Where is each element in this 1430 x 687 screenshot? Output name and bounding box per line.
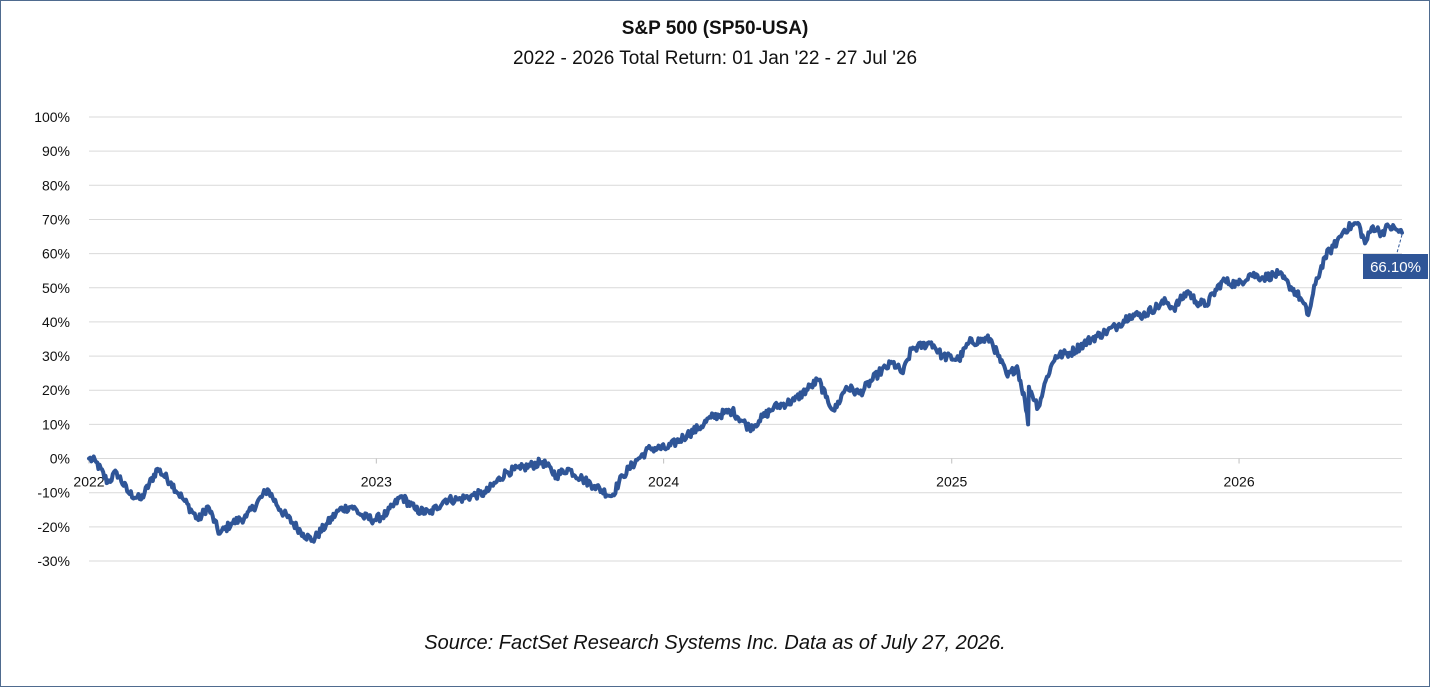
- x-axis-ticks: 2022 2023 2024 2025 2026: [73, 458, 1255, 490]
- y-tick-label: 30%: [42, 348, 70, 364]
- y-tick-label: 80%: [42, 177, 70, 193]
- y-tick-label: 60%: [42, 246, 70, 262]
- source-note: Source: FactSet Research Systems Inc. Da…: [424, 632, 1006, 654]
- y-tick-label: -20%: [37, 519, 70, 535]
- x-tick-label: 2023: [361, 474, 392, 490]
- series-layer: [87, 220, 1404, 544]
- chart-title: S&P 500 (SP50-USA): [621, 18, 809, 39]
- y-tick-label: 40%: [42, 314, 70, 330]
- y-tick-label: 0%: [50, 451, 70, 467]
- last-value-callout: 66.10%: [1363, 234, 1428, 279]
- y-tick-label: 100%: [34, 109, 70, 125]
- x-tick-label: 2026: [1223, 474, 1254, 490]
- y-tick-label: 90%: [42, 143, 70, 159]
- callout-box: [1363, 254, 1428, 279]
- callout-leader: [1396, 234, 1403, 253]
- series-line: [87, 220, 1404, 544]
- x-tick-label: 2024: [648, 474, 679, 490]
- x-tick-label: 2022: [73, 474, 104, 490]
- y-tick-label: -10%: [37, 485, 70, 501]
- x-tick-label: 2025: [936, 474, 967, 490]
- y-axis-ticks: 100% 90% 80% 70% 60% 50% 40% 30% 20% 10% 0% -10% -20…: [34, 109, 70, 569]
- y-tick-label: 50%: [42, 280, 70, 296]
- last-value-label: 66.10%: [1370, 259, 1421, 276]
- gridlines: [89, 116, 1402, 562]
- y-tick-label: 10%: [42, 416, 70, 432]
- y-tick-label: -30%: [37, 553, 70, 569]
- y-tick-label: 70%: [42, 211, 70, 227]
- chart-subtitle: 2022 - 2026 Total Return: 01 Jan '22 - 2…: [512, 48, 918, 69]
- y-tick-label: 20%: [42, 382, 70, 398]
